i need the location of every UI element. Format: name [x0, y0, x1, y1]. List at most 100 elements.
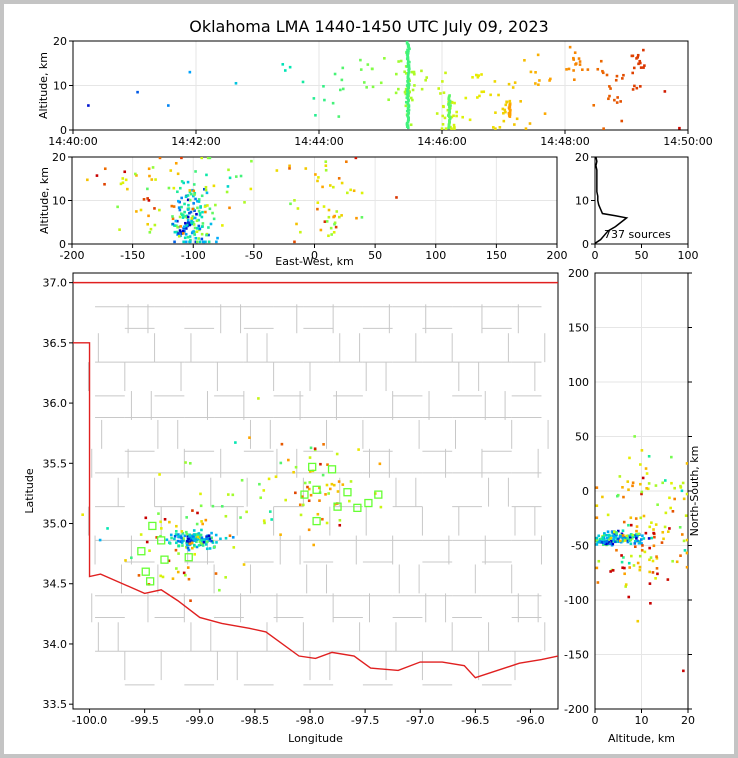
- north-south-point: [669, 506, 672, 510]
- plan-view-point: [263, 521, 266, 525]
- north-south-point: [595, 566, 599, 570]
- plan-view-point: [338, 518, 342, 522]
- plan-view-point: [232, 546, 236, 549]
- north-south-point: [613, 530, 616, 534]
- plan-view-point: [226, 493, 230, 496]
- plan-view-point: [187, 577, 191, 581]
- plan-view-point: [213, 545, 216, 549]
- east-west-point: [316, 179, 319, 183]
- time-altitude-point: [341, 87, 345, 91]
- east-west-point: [184, 195, 188, 199]
- lma-station-marker: [137, 547, 146, 556]
- plan-view-point: [173, 537, 176, 541]
- time-altitude-point: [340, 78, 344, 82]
- east-west-point: [208, 207, 212, 211]
- north-south-point: [615, 548, 618, 552]
- north-south-point: [606, 530, 610, 534]
- time-altitude-point: [502, 119, 506, 123]
- time-altitude-point: [599, 59, 603, 63]
- east-west-point: [179, 225, 182, 228]
- east-west-point: [243, 201, 246, 204]
- east-west-point: [148, 174, 151, 178]
- plan-view-point: [181, 544, 184, 547]
- plan-view-point: [200, 538, 203, 541]
- plan-view-point: [267, 477, 271, 481]
- north-south-point: [684, 514, 688, 517]
- time-altitude-point: [523, 58, 526, 62]
- east-west-point: [126, 187, 129, 191]
- y-tick-label: -100: [564, 594, 589, 607]
- north-south-point: [630, 537, 634, 540]
- plan-view-point: [245, 510, 248, 514]
- lma-station-marker: [333, 502, 342, 511]
- time-altitude-point: [494, 111, 497, 114]
- time-altitude-point: [379, 81, 383, 85]
- time-altitude-point: [543, 112, 547, 115]
- east-west-point: [173, 224, 176, 227]
- time-altitude-point: [619, 100, 622, 103]
- plan-view-point: [214, 572, 218, 575]
- y-axis-label: North-South, km: [688, 446, 701, 537]
- x-tick-label: -99.0: [186, 714, 214, 727]
- north-south-point: [668, 527, 671, 530]
- north-south-point: [638, 565, 642, 569]
- plan-view-point: [325, 483, 329, 487]
- y-tick-label: 0: [60, 124, 67, 137]
- north-south-point: [646, 487, 650, 491]
- y-tick-label: 0: [59, 238, 66, 251]
- time-altitude-point: [404, 90, 408, 93]
- time-altitude-point: [572, 58, 576, 61]
- east-west-point: [192, 189, 196, 193]
- time-altitude-point: [577, 57, 581, 60]
- time-altitude-point: [631, 71, 635, 75]
- plan-view-point: [274, 475, 278, 479]
- east-west-point: [330, 233, 333, 236]
- plan-view-point: [169, 533, 173, 537]
- east-west-point: [197, 209, 201, 213]
- plan-view-point: [258, 482, 261, 486]
- plan-view-point: [336, 490, 340, 493]
- north-south-point: [673, 486, 676, 490]
- plan-view-point: [287, 458, 290, 462]
- north-south-point: [681, 481, 685, 485]
- plan-view-point: [185, 516, 188, 519]
- north-south-point: [609, 538, 612, 541]
- east-west-point: [340, 214, 343, 217]
- plan-view-point: [199, 533, 203, 537]
- plan-view-point: [200, 520, 203, 523]
- time-altitude-point: [642, 48, 645, 52]
- plan-view-point: [259, 496, 263, 500]
- north-south-point: [634, 517, 638, 520]
- x-tick-label: -98.5: [241, 714, 269, 727]
- east-west-point: [186, 235, 190, 239]
- north-south-point: [656, 503, 659, 507]
- plan-view-point: [191, 509, 194, 512]
- plan-view-point: [185, 545, 188, 549]
- plan-view-point: [206, 540, 209, 544]
- east-west-point: [103, 167, 107, 171]
- east-west-point: [345, 160, 348, 164]
- north-south-point: [632, 564, 636, 567]
- plan-view-point: [187, 537, 190, 541]
- plan-view-point: [191, 535, 195, 539]
- time-altitude-point: [439, 92, 442, 95]
- north-south-point: [685, 492, 688, 496]
- north-south-point: [617, 537, 620, 541]
- east-west-point: [333, 221, 337, 225]
- north-south-point: [629, 536, 632, 540]
- north-south-point: [613, 540, 617, 544]
- east-west-point: [189, 192, 193, 196]
- north-south-point: [625, 534, 628, 538]
- east-west-point: [142, 198, 146, 201]
- north-south-point: [633, 435, 636, 438]
- east-west-point: [228, 206, 231, 210]
- time-altitude-point: [524, 127, 528, 130]
- east-west-point: [178, 215, 182, 219]
- east-west-point: [197, 237, 200, 240]
- time-altitude-point: [283, 69, 287, 72]
- east-west-point: [332, 185, 335, 189]
- east-west-point: [182, 181, 185, 185]
- east-west-point: [195, 212, 198, 216]
- north-south-point: [640, 542, 643, 545]
- east-west-point: [189, 238, 192, 242]
